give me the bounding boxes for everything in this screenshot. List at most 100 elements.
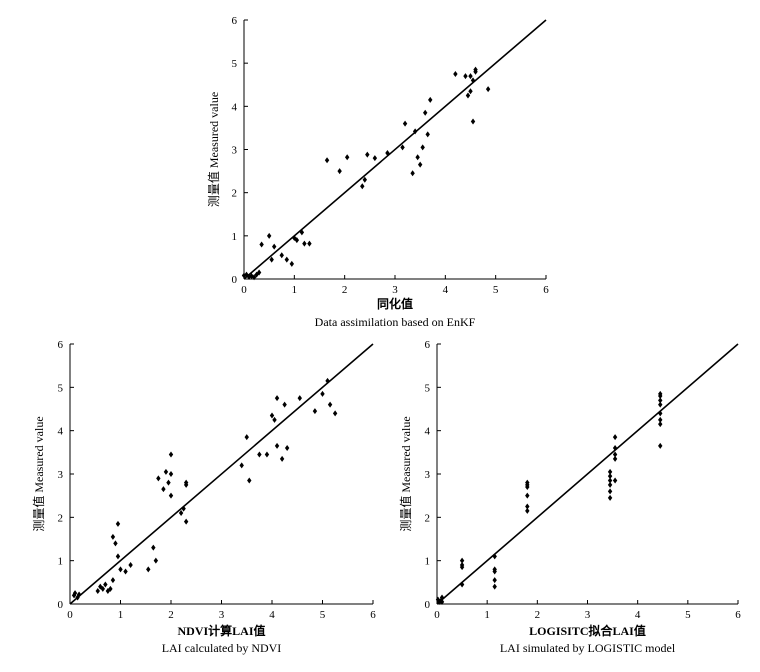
x-axis-label: 同化值 [377,296,413,311]
data-point [325,377,330,384]
y-tick-label: 3 [425,469,431,481]
data-point [299,229,305,236]
data-point [360,183,365,190]
data-point [259,241,264,248]
data-point [289,260,295,267]
data-point [244,434,249,441]
data-point [100,585,106,592]
data-point [525,507,530,514]
y-tick-label: 5 [232,58,238,70]
data-point [658,393,663,399]
y-tick-label: 0 [425,599,431,611]
data-point [492,577,497,584]
data-point [244,271,249,278]
chart-panel-logistic: 0 1 2 3 4 5 6 0 1 2 3 4 5 6 LOGISITC拟合LAI值 LAI simulate… [398,339,741,655]
chart-panel-ndvi: 0 1 2 3 4 5 6 0 1 2 3 4 5 6 NDVI计算LAI值 LAI calculated b… [31,339,376,655]
data-point [372,155,378,162]
data-point [492,568,497,575]
data-point [297,395,302,402]
data-point [463,73,468,80]
data-point [241,272,247,279]
data-point [612,434,618,441]
data-point [658,416,663,423]
y-tick-label: 3 [58,469,64,481]
data-point [284,445,290,451]
data-point [425,131,430,138]
y-tick-label: 6 [425,339,431,351]
data-point [279,455,285,462]
x-tick-label: 6 [735,609,741,621]
data-point [327,401,333,408]
data-point [470,77,476,84]
data-point [320,390,325,397]
data-point [264,451,270,458]
y-tick-label: 1 [232,231,238,243]
data-point [607,488,613,495]
data-point [459,557,465,564]
reference-line [436,343,739,605]
chart-subtitle: Data assimilation based on EnKF [315,315,476,329]
y-tick-label: 4 [232,101,238,113]
data-point [402,120,408,127]
data-point [485,86,491,93]
chart-subtitle: LAI calculated by NDVI [162,641,282,655]
reference-line [243,19,547,280]
data-point [294,237,300,244]
data-point [459,564,465,571]
data-point [110,577,116,584]
data-point [269,256,274,263]
y-tick-label: 4 [58,426,64,438]
y-tick-label: 2 [425,512,431,524]
x-tick-label: 0 [434,609,440,621]
y-tick-label: 2 [232,188,238,200]
data-point [266,232,272,239]
x-tick-label: 0 [241,284,247,296]
data-point [146,566,151,573]
y-tick-label: 0 [58,599,64,611]
data-point [151,544,156,551]
data-point [274,395,280,402]
data-point [324,157,330,164]
data-point [468,73,473,80]
data-point [110,533,116,540]
y-axis-label: 测量值 Measured value [206,92,221,207]
data-point [274,442,280,449]
y-axis-label: 测量值 Measured value [398,416,413,531]
data-point [153,557,159,564]
data-point [272,243,277,250]
x-tick-label: 6 [370,609,376,621]
chart-subtitle: LAI simulated by LOGISTIC model [500,641,676,655]
data-point [115,520,121,527]
x-tick-label: 0 [67,609,73,621]
data-point [607,477,613,484]
data-point [168,471,174,477]
data-point [525,484,530,490]
y-axis-label: 测量值 Measured value [31,416,46,531]
data-point [525,503,530,510]
data-point [492,583,497,590]
data-point [128,562,133,568]
data-point [239,462,244,469]
data-point [183,481,189,488]
data-point [385,149,390,156]
data-point [337,168,342,175]
data-point [115,553,121,560]
data-point [423,109,428,116]
data-point [302,240,307,247]
data-point [307,240,312,247]
x-tick-label: 2 [168,609,174,621]
data-point [658,410,663,417]
data-point [612,451,618,458]
data-point [439,594,445,601]
data-point [181,505,186,512]
data-point [658,442,663,449]
x-tick-label: 4 [269,609,275,621]
data-point [156,475,161,482]
data-point [75,594,80,601]
data-point [76,591,82,598]
data-point [284,256,289,263]
y-tick-label: 6 [58,339,64,351]
reference-line [69,343,374,605]
data-point [612,455,618,462]
